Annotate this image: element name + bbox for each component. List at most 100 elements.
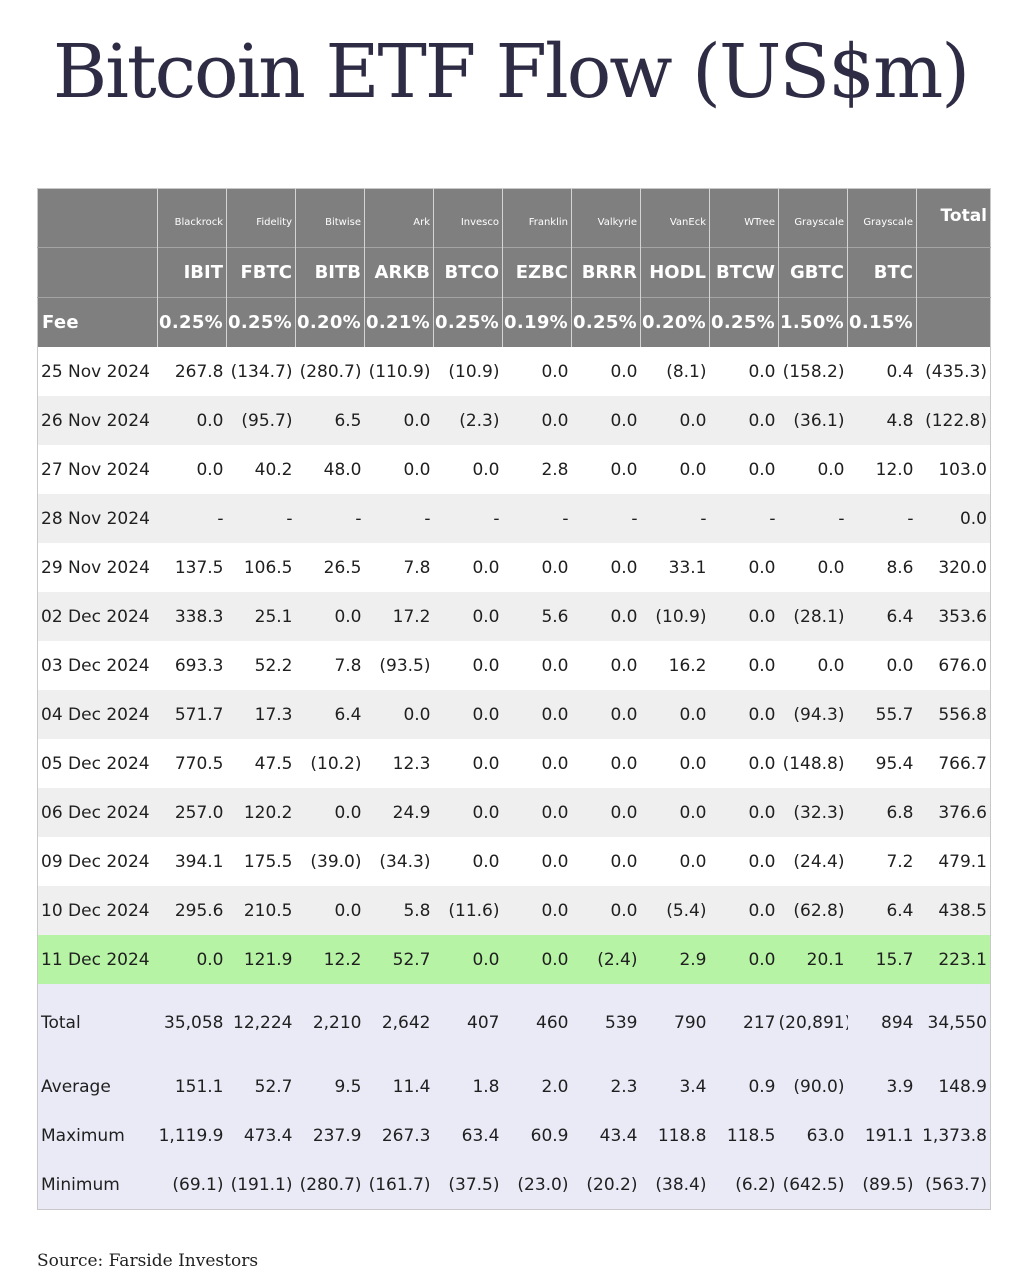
flow-cell: - xyxy=(424,508,431,529)
flow-cell: 52.7 xyxy=(392,949,431,970)
flow-cell: 6.4 xyxy=(334,704,362,725)
ticker-corner-cell xyxy=(37,247,158,298)
flow-cell: 0.0 xyxy=(748,655,776,676)
flow-cell: 0.0 xyxy=(610,361,638,382)
flow-cell: (10.9) xyxy=(655,606,707,627)
issuer-header-cell: Fidelity xyxy=(226,188,296,248)
flow-cell: (110.9) xyxy=(368,361,431,382)
fee-cell: 0.25% xyxy=(709,297,779,347)
flow-cell: (62.8) xyxy=(793,900,845,921)
row-total-cell: 479.1 xyxy=(938,851,987,872)
row-total-cell: 223.1 xyxy=(938,949,987,970)
flow-cell: 15.7 xyxy=(875,949,914,970)
flow-cell: (28.1) xyxy=(793,606,845,627)
date-cell: 28 Nov 2024 xyxy=(41,508,150,529)
flow-cell: 0.0 xyxy=(541,655,569,676)
flow-cell: 0.0 xyxy=(748,459,776,480)
flow-cell: (10.2) xyxy=(310,753,362,774)
summary-cell: (38.4) xyxy=(640,1160,710,1210)
summary-cell: (90.0) xyxy=(778,1062,848,1111)
flow-cell: 6.5 xyxy=(334,410,362,431)
flow-cell: 0.0 xyxy=(541,949,569,970)
flow-cell: (95.7) xyxy=(241,410,293,431)
fee-cell: 1.50% xyxy=(778,297,848,347)
ticker-header-cell: GBTC xyxy=(778,247,848,298)
flow-cell: - xyxy=(286,508,293,529)
issuer-header-cell: Franklin xyxy=(502,188,572,248)
row-total-cell: 0.0 xyxy=(959,508,987,529)
flow-cell: 0.0 xyxy=(610,802,638,823)
summary-cell: 52.7 xyxy=(226,1062,296,1111)
summary-cell: 790 xyxy=(640,984,710,1062)
total-column-header: Total xyxy=(940,206,987,226)
date-cell: 27 Nov 2024 xyxy=(41,459,150,480)
summary-cell: 63.0 xyxy=(778,1111,848,1160)
flow-cell: 0.0 xyxy=(610,655,638,676)
flow-cell: - xyxy=(907,508,914,529)
fee-header-row: Fee 0.25% 0.25% 0.20% 0.21% 0.25% 0.19% 0.25% 0.… xyxy=(37,297,991,347)
flow-cell: 0.0 xyxy=(541,704,569,725)
ticker-header-cell: BITB xyxy=(295,247,365,298)
header-corner-cell xyxy=(37,188,158,248)
flow-cell: 106.5 xyxy=(243,557,293,578)
flow-cell: 0.0 xyxy=(610,704,638,725)
summary-cell: 63.4 xyxy=(433,1111,503,1160)
row-total-cell: 556.8 xyxy=(938,704,987,725)
table-row: 09 Dec 2024 394.1 175.5 (39.0) (34.3) 0.0 0.0 0… xyxy=(37,837,991,886)
flow-cell: 7.8 xyxy=(334,655,362,676)
issuer-header-row: Blackrock Fidelity Bitwise Ark Invesco Frankl… xyxy=(37,188,991,248)
flow-cell: 0.0 xyxy=(472,802,500,823)
summary-row-total: Total 35,058 12,224 2,210 2,642 407 460 539 790 2… xyxy=(37,984,991,1062)
issuer-header-cell: Blackrock xyxy=(157,188,227,248)
flow-cell: 0.0 xyxy=(817,557,845,578)
flow-cell: - xyxy=(217,508,224,529)
flow-cell: 12.3 xyxy=(392,753,431,774)
summary-cell: (20,891) xyxy=(778,984,848,1062)
flow-cell: 120.2 xyxy=(243,802,293,823)
flow-cell: 257.0 xyxy=(174,802,224,823)
flow-cell: 0.0 xyxy=(610,900,638,921)
summary-cell: 1,119.9 xyxy=(157,1111,227,1160)
fee-cell: 0.25% xyxy=(433,297,503,347)
row-total-cell: (435.3) xyxy=(925,361,987,382)
flow-cell: 295.6 xyxy=(174,900,224,921)
table-row: 29 Nov 2024 137.5 106.5 26.5 7.8 0.0 0.0 0.0 33.… xyxy=(37,543,991,592)
table-row: 10 Dec 2024 295.6 210.5 0.0 5.8 (11.6) 0.0 0.0 (… xyxy=(37,886,991,935)
flow-cell: 7.8 xyxy=(403,557,431,578)
flow-cell: - xyxy=(769,508,776,529)
flow-cell: (94.3) xyxy=(793,704,845,725)
ticker-header-row: IBIT FBTC BITB ARKB BTCO EZBC BRRR HODL BTCW GBTC… xyxy=(37,247,991,298)
flow-cell: 394.1 xyxy=(174,851,224,872)
flow-cell: 26.5 xyxy=(323,557,362,578)
page-title: Bitcoin ETF Flow (US$m) xyxy=(52,29,970,115)
ticker-header-cell: BTC xyxy=(847,247,917,298)
flow-cell: (10.9) xyxy=(448,361,500,382)
date-cell: 25 Nov 2024 xyxy=(41,361,150,382)
summary-cell: 267.3 xyxy=(364,1111,434,1160)
flow-cell: 6.4 xyxy=(886,606,914,627)
flow-cell: (93.5) xyxy=(379,655,431,676)
summary-row-minimum: Minimum (69.1) (191.1) (280.7) (161.7) (37.5)… xyxy=(37,1160,991,1210)
ticker-header-cell: BTCW xyxy=(709,247,779,298)
flow-cell: 12.2 xyxy=(323,949,362,970)
flow-cell: 16.2 xyxy=(668,655,707,676)
ticker-header-cell: ARKB xyxy=(364,247,434,298)
summary-cell: (69.1) xyxy=(157,1160,227,1210)
summary-label: Maximum xyxy=(37,1111,158,1160)
flow-cell: 5.6 xyxy=(541,606,569,627)
ticker-header-cell: IBIT xyxy=(157,247,227,298)
issuer-header-cell: WTree xyxy=(709,188,779,248)
flow-cell: 0.0 xyxy=(472,851,500,872)
flow-cell: 0.0 xyxy=(679,704,707,725)
table-row: 27 Nov 2024 0.0 40.2 48.0 0.0 0.0 2.8 0.0 0.0 0.0… xyxy=(37,445,991,494)
flow-cell: 0.0 xyxy=(679,753,707,774)
flow-cell: 25.1 xyxy=(254,606,293,627)
summary-cell: 12,224 xyxy=(226,984,296,1062)
fee-cell: 0.25% xyxy=(157,297,227,347)
flow-cell: 0.0 xyxy=(748,704,776,725)
issuer-header-cell: Valkyrie xyxy=(571,188,641,248)
flow-cell: 0.0 xyxy=(541,753,569,774)
flow-cell: 175.5 xyxy=(243,851,293,872)
flow-cell: 6.8 xyxy=(886,802,914,823)
flow-cell: - xyxy=(355,508,362,529)
